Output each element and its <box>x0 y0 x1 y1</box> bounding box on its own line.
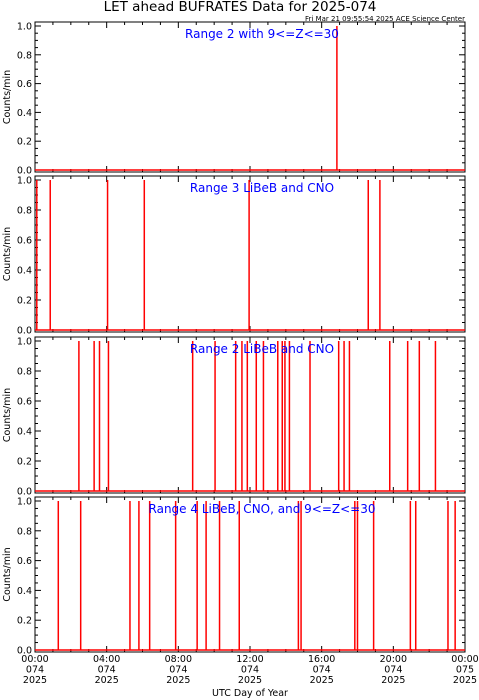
panel-frame <box>34 21 466 173</box>
panel-1: 0.0 0.2 0.4 0.6 0.8 1.0 Counts/min Range 2 with… <box>2 21 466 177</box>
y-tick-label: 0.6 <box>17 236 32 247</box>
panel-3: 0.0 0.2 0.4 0.6 0.8 1.0 Counts/min Range 2 LiBe… <box>2 336 466 498</box>
x-tick-time: 16:00 <box>308 654 335 665</box>
x-tick-year: 2025 <box>238 675 262 686</box>
panels-group: 0.0 0.2 0.4 0.6 0.8 1.0 Counts/min Range 2 with… <box>2 21 479 686</box>
x-tick-year: 2025 <box>381 675 405 686</box>
x-tick-year: 2025 <box>95 675 119 686</box>
y-tick-label: 0.4 <box>17 586 32 597</box>
y-tick-label: 0.8 <box>17 206 32 217</box>
x-tick-time: 00:00 <box>451 654 478 665</box>
y-tick-label: 0.0 <box>17 326 32 337</box>
x-tick-time: 00:00 <box>21 654 48 665</box>
y-tick-label: 0.2 <box>17 616 32 627</box>
panel-2: 0.0 0.2 0.4 0.6 0.8 1.0 Counts/min Range 3 LiBe… <box>2 175 466 337</box>
x-tick-time: 20:00 <box>380 654 407 665</box>
x-tick-doy: 074 <box>26 665 44 676</box>
y-tick-label: 0.0 <box>17 166 32 177</box>
y-tick-label: 0.8 <box>17 367 32 378</box>
chart-title: LET ahead BUFRATES Data for 2025-074 <box>104 0 377 15</box>
y-tick-label: 1.0 <box>17 497 32 508</box>
y-tick-label: 0.8 <box>17 526 32 537</box>
x-tick-time: 04:00 <box>93 654 120 665</box>
y-tick-label: 1.0 <box>17 337 32 348</box>
generation-timestamp: Fri Mar 21 09:55:54 2025 ACE Science Cen… <box>305 15 465 23</box>
y-axis-label: Counts/min <box>2 547 13 601</box>
y-axis-label: Counts/min <box>2 70 13 124</box>
panel-4: 0.0 0.2 0.4 0.6 0.8 1.0 Counts/min Range 4 LiBe… <box>2 496 466 657</box>
x-tick-year: 2025 <box>453 675 477 686</box>
y-tick-label: 0.4 <box>17 266 32 277</box>
y-tick-label: 1.0 <box>17 176 32 187</box>
y-axis-label: Counts/min <box>2 227 13 281</box>
panel-label: Range 2 with 9<=Z<=30 <box>185 27 339 41</box>
y-tick-label: 0.2 <box>17 457 32 468</box>
x-tick-doy: 074 <box>241 665 259 676</box>
x-tick-doy: 074 <box>98 665 116 676</box>
x-tick-year: 2025 <box>166 675 190 686</box>
x-tick-year: 2025 <box>310 675 334 686</box>
x-tick-doy: 074 <box>313 665 331 676</box>
x-axis-label: UTC Day of Year <box>212 688 288 699</box>
y-tick-label: 0.8 <box>17 50 32 61</box>
y-tick-label: 0.4 <box>17 108 32 119</box>
y-tick-label: 0.2 <box>17 137 32 148</box>
panel-label: Range 3 LiBeB and CNO <box>190 181 334 195</box>
y-tick-label: 0.0 <box>17 487 32 498</box>
x-tick-time: 12:00 <box>236 654 263 665</box>
panel-frame <box>34 175 466 333</box>
x-tick-doy: 075 <box>456 665 474 676</box>
panel-label: Range 2 LiBeB and CNO <box>190 342 334 356</box>
x-tick-doy: 074 <box>384 665 402 676</box>
y-tick-label: 1.0 <box>17 22 32 33</box>
y-tick-label: 0.2 <box>17 296 32 307</box>
panel-frame <box>34 496 466 653</box>
x-tick-doy: 074 <box>169 665 187 676</box>
x-tick-time: 08:00 <box>165 654 192 665</box>
y-tick-label: 0.6 <box>17 79 32 90</box>
x-tick-year: 2025 <box>23 675 47 686</box>
y-tick-label: 0.6 <box>17 556 32 567</box>
y-axis-label: Counts/min <box>2 388 13 442</box>
y-tick-label: 0.0 <box>17 646 32 657</box>
y-tick-label: 0.6 <box>17 397 32 408</box>
y-tick-label: 0.4 <box>17 427 32 438</box>
panel-label: Range 4 LiBeB, CNO, and 9<=Z<=30 <box>149 502 376 516</box>
